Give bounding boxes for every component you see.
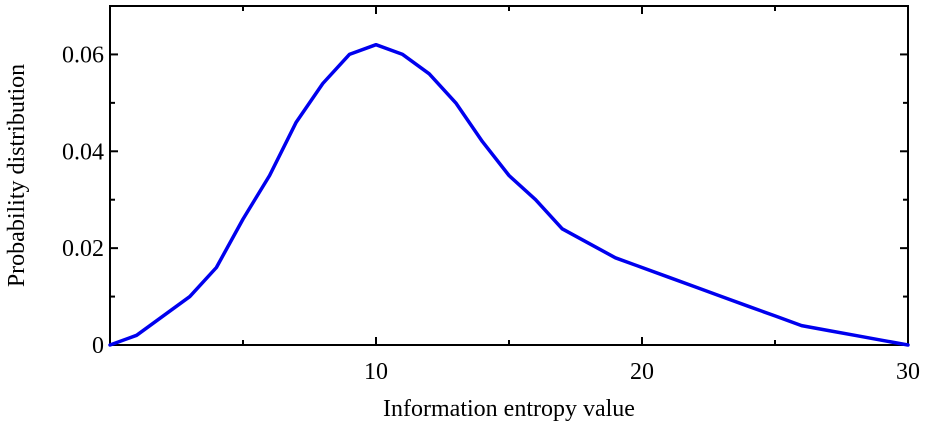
y-axis-label: Probability distribution — [4, 64, 30, 287]
x-tick-label: 10 — [364, 359, 388, 385]
y-tick-label: 0.06 — [62, 42, 104, 68]
series-line — [108, 42, 910, 347]
y-tick-label: 0.02 — [62, 236, 104, 262]
x-axis-label: Information entropy value — [383, 396, 635, 422]
x-tick-label: 30 — [896, 359, 920, 385]
y-tick-label: 0.04 — [62, 139, 104, 165]
y-tick-label: 0 — [92, 333, 104, 359]
x-tick-label: 20 — [630, 359, 654, 385]
